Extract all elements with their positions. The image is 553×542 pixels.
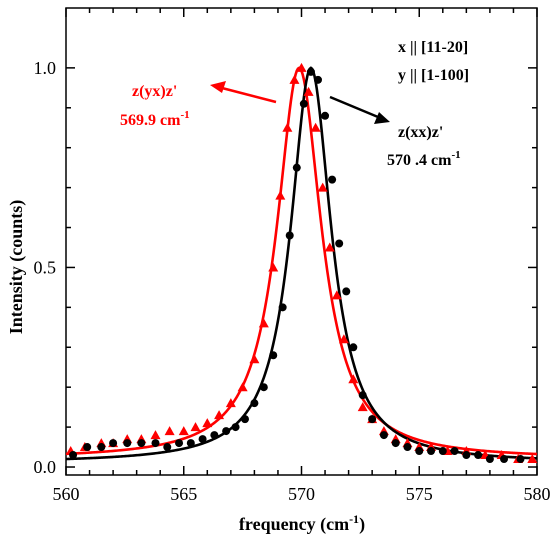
y-tick-label: 0.0 (34, 457, 57, 477)
data-point-circle (123, 439, 132, 448)
data-point-triangle (225, 398, 236, 408)
data-point-triangle (310, 122, 321, 132)
data-point-circle (427, 447, 436, 456)
y-tick-label: 0.5 (34, 257, 57, 277)
data-point-circle (349, 343, 358, 352)
data-point-circle (415, 447, 424, 456)
data-point-triangle (296, 62, 307, 72)
axis-ticks (65, 8, 538, 475)
data-point-circle (368, 415, 377, 424)
orientation-x-label: x || [11-20] (398, 39, 468, 56)
data-point-circle (450, 447, 459, 456)
data-point-circle (259, 383, 268, 392)
data-point-circle (240, 415, 249, 424)
data-point-circle (83, 443, 92, 452)
data-point-circle (278, 303, 287, 312)
data-point-triangle (527, 454, 538, 464)
data-point-circle (313, 75, 322, 84)
fit-line-series-1 (65, 66, 538, 461)
data-point-triangle (237, 382, 248, 392)
red-peak-frequency-label: 569.9 cm-1 (120, 109, 190, 129)
x-tick-label: 565 (170, 484, 197, 504)
data-point-circle (358, 391, 367, 400)
data-point-circle (175, 439, 184, 448)
data-point-circle (299, 99, 308, 108)
data-point-circle (137, 439, 146, 448)
data-point-circle (269, 351, 278, 360)
data-point-triangle (275, 190, 286, 200)
data-point-circle (462, 451, 471, 460)
data-point-circle (292, 163, 301, 172)
data-point-circle (69, 451, 78, 460)
black-peak-frequency-label: 570 .4 cm-1 (387, 149, 461, 169)
data-point-triangle (348, 374, 359, 384)
data-point-circle (403, 443, 412, 452)
data-point-circle (198, 435, 207, 444)
data-point-triangle (178, 426, 189, 436)
orientation-y-label: y || [1-100] (398, 67, 469, 84)
data-point-triangle (202, 418, 213, 428)
red-annotation-arrow-line (221, 86, 277, 104)
data-point-triangle (289, 74, 300, 84)
data-point-circle (97, 443, 106, 452)
data-point-circle (231, 423, 240, 432)
data-point-circle (391, 439, 400, 448)
data-point-triangle (190, 422, 201, 432)
data-point-triangle (338, 334, 349, 344)
x-tick-label: 575 (406, 484, 433, 504)
data-point-circle (500, 455, 509, 464)
data-point-circle (379, 431, 388, 440)
data-point-triangle (150, 430, 161, 440)
data-point-circle (321, 111, 330, 120)
data-point-triangle (282, 122, 293, 132)
data-point-circle (516, 455, 525, 464)
data-point-circle (328, 175, 337, 184)
black-series-label: z(xx)z' (398, 124, 443, 141)
data-point-circle (250, 399, 259, 408)
x-axis-title: frequency (cm-1) (239, 512, 365, 535)
data-point-triangle (214, 410, 225, 420)
data-point-triangle (331, 290, 342, 300)
data-point-triangle (268, 262, 279, 272)
data-point-triangle (164, 426, 175, 436)
data-point-circle (222, 427, 231, 436)
data-point-triangle (324, 242, 335, 252)
x-tick-label: 560 (53, 484, 80, 504)
x-tick-label: 570 (288, 484, 315, 504)
data-point-circle (210, 431, 219, 440)
black-annotation-arrowhead (374, 112, 390, 124)
data-point-triangle (258, 318, 269, 328)
data-point-triangle (303, 86, 314, 96)
x-tick-label: 580 (524, 484, 551, 504)
data-point-circle (306, 67, 315, 76)
data-point-triangle (249, 354, 260, 364)
data-markers (65, 62, 538, 464)
data-point-triangle (357, 402, 368, 412)
y-axis-title: Intensity (counts) (6, 200, 27, 335)
data-point-circle (109, 439, 118, 448)
black-annotation-arrow-line (329, 95, 379, 119)
red-series-label: z(yx)z' (132, 83, 177, 100)
data-point-circle (335, 239, 344, 248)
data-point-circle (285, 231, 294, 240)
data-point-circle (438, 447, 447, 456)
tick-labels: 560 565 570 575 580 0.0 0.5 1.0 (34, 58, 551, 504)
y-tick-label: 1.0 (34, 58, 57, 78)
data-point-circle (163, 443, 172, 452)
data-point-circle (485, 455, 494, 464)
red-annotation-arrowhead (210, 81, 226, 93)
data-point-circle (151, 439, 160, 448)
data-point-triangle (317, 182, 328, 192)
data-point-circle (186, 439, 195, 448)
data-point-circle (474, 451, 483, 460)
data-point-circle (342, 287, 351, 296)
